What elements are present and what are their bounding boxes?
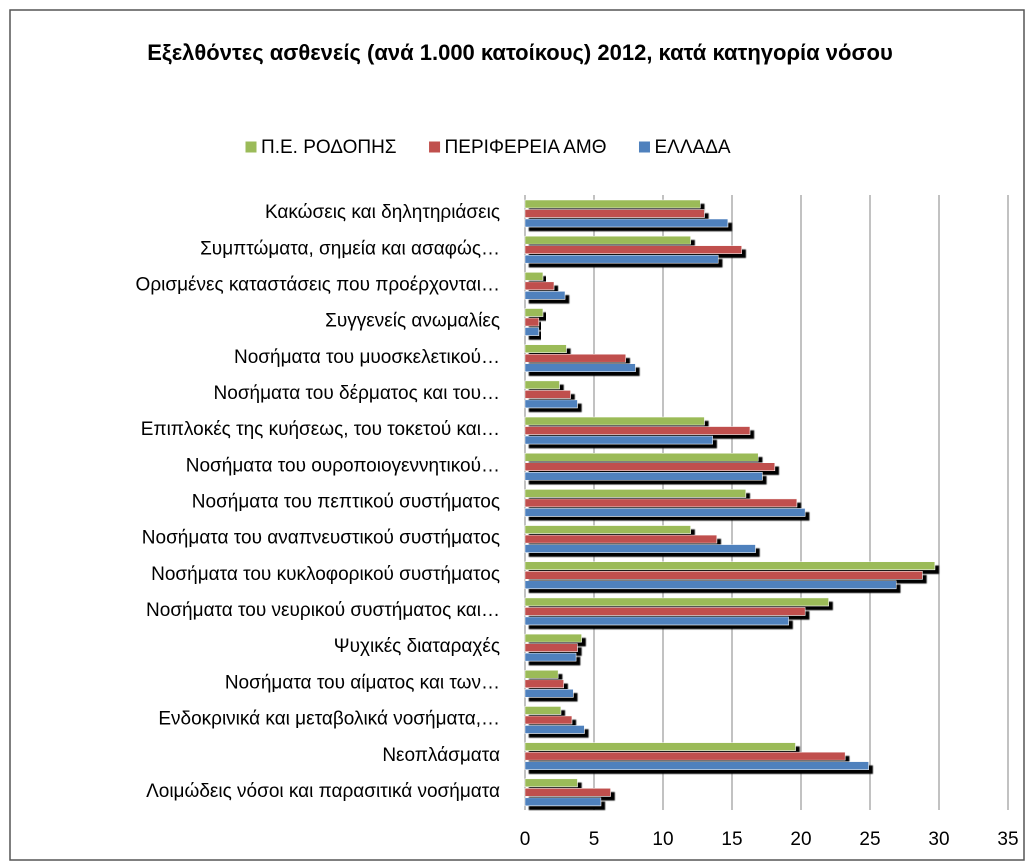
y-tick-label: Νοσήματα του νευρικού συστήματος και…: [146, 600, 500, 621]
y-tick-label: Κακώσεις και δηλητηριάσεις: [265, 202, 500, 223]
legend: Π.Ε. ΡΟΔΟΠΗΣ ΠΕΡΙΦΕΡΕΙΑ ΑΜΘ ΕΛΛΑΔΑ: [244, 137, 731, 158]
bar: [524, 788, 611, 797]
bar: [524, 353, 626, 363]
bar: [524, 245, 742, 254]
y-tick-label: Νοσήματα του αίματος και των…: [225, 672, 500, 693]
bar: [524, 462, 776, 471]
x-tick-label: 35: [997, 829, 1018, 850]
bar: [524, 272, 544, 281]
bar: [524, 715, 573, 725]
bar: [524, 363, 636, 372]
bar: [524, 751, 846, 761]
bar: [524, 426, 751, 435]
chart-border: [9, 9, 1025, 861]
x-tick-label: 10: [652, 829, 673, 850]
bar: [524, 534, 718, 544]
bar: [524, 416, 705, 426]
bar: [524, 633, 582, 643]
x-tick-label: 0: [520, 829, 531, 850]
bar: [524, 544, 756, 553]
bar: [524, 498, 798, 508]
legend-swatch: [637, 140, 651, 154]
y-tick-label: Νοσήματα του κυκλοφορικού συστήματος: [151, 564, 500, 585]
bar: [524, 571, 923, 580]
y-tick-label: Συμπτώματα, σημεία και ασαφώς…: [200, 238, 500, 259]
bar: [524, 597, 829, 607]
bar: [524, 489, 747, 498]
bar: [524, 390, 571, 399]
bar: [524, 199, 701, 209]
bar: [524, 471, 763, 481]
bar: [524, 308, 544, 317]
bar: [524, 218, 729, 228]
y-tick-label: Συγγενείς ανωμαλίες: [325, 311, 500, 332]
y-tick-label: Λοιμώδεις νόσοι και παρασιτικά νοσήματα: [146, 781, 500, 802]
x-tick-label: 30: [928, 829, 949, 850]
bar: [524, 670, 559, 679]
bar: [524, 435, 713, 445]
bar: [524, 742, 796, 751]
bar: [524, 344, 567, 353]
y-tick-label: Νοσήματα του πεπτικού συστήματος: [192, 492, 500, 513]
y-tick-label: Νοσήματα του αναπνευστικού συστήματος: [142, 528, 500, 549]
legend-label: ΠΕΡΙΦΕΡΕΙΑ ΑΜΘ: [445, 137, 607, 158]
y-tick-label: Νοσήματα του ουροποιογεννητικού…: [186, 455, 500, 476]
bar: [524, 399, 578, 409]
bar: [524, 607, 806, 616]
chart-title: Εξελθόντες ασθενείς (ανά 1.000 κατοίκους…: [147, 40, 893, 65]
y-tick-label: Νοσήματα του μυοσκελετικού…: [234, 347, 500, 368]
bar: [524, 679, 564, 689]
bar: [524, 725, 585, 734]
bar: [524, 317, 540, 327]
y-tick-label: Επιπλοκές της κυήσεως, του τοκετού και…: [141, 419, 500, 440]
y-tick-label: Ορισμένες καταστάσεις που προέρχονται…: [136, 274, 500, 295]
bar: [524, 452, 759, 462]
bar: [524, 561, 936, 571]
legend-swatch: [244, 140, 258, 154]
x-tick-label: 25: [859, 829, 880, 850]
bar: [524, 235, 691, 245]
bar: [524, 380, 560, 390]
y-tick-label: Νεοπλάσματα: [382, 745, 500, 766]
bar: [524, 652, 577, 662]
y-tick-label: Νοσήματα του δέρματος και του…: [214, 383, 500, 404]
y-tick-label: Ενδοκρινικά και μεταβολικά νοσήματα,…: [158, 709, 500, 730]
bar: [524, 689, 574, 698]
bar: [524, 254, 719, 264]
bar: [524, 291, 566, 300]
legend-swatch: [428, 140, 442, 154]
bar: [524, 580, 897, 590]
bar: [524, 706, 562, 715]
bar: [524, 778, 578, 788]
bar: [524, 508, 806, 517]
legend-label: ΕΛΛΑΔΑ: [654, 137, 730, 158]
bar: [524, 281, 555, 291]
x-tick-label: 15: [721, 829, 742, 850]
y-tick-label: Ψυχικές διαταραχές: [334, 636, 500, 657]
bar: [524, 643, 578, 652]
bar: [524, 327, 540, 336]
bar: [524, 616, 789, 626]
x-tick-label: 5: [589, 829, 600, 850]
bar: [524, 797, 602, 807]
x-tick-label: 20: [790, 829, 811, 850]
bar: [524, 761, 869, 770]
bar: [524, 525, 691, 534]
legend-label: Π.Ε. ΡΟΔΟΠΗΣ: [261, 137, 397, 158]
bar: [524, 209, 705, 218]
